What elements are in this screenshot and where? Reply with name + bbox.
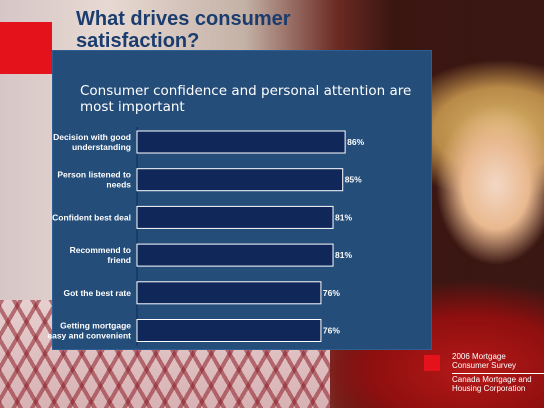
- value-label-0: 86%: [347, 137, 364, 147]
- bar-4: [136, 281, 322, 305]
- brand-red-square: [0, 22, 52, 74]
- value-label-4: 76%: [323, 288, 340, 298]
- bar-3: [136, 243, 334, 267]
- chart-subtitle: Consumer confidence and personal attenti…: [80, 83, 412, 115]
- slide-title: What drives consumer satisfaction?: [76, 8, 291, 52]
- source-red-square: [424, 355, 440, 371]
- category-label-5: Getting mortgage easy and convenient: [47, 321, 131, 341]
- value-label-5: 76%: [323, 326, 340, 336]
- source-note: 2006 Mortgage Consumer Survey Canada Mor…: [452, 352, 544, 393]
- value-label-3: 81%: [335, 250, 352, 260]
- bar-1: [136, 168, 344, 192]
- category-label-2: Confident best deal: [52, 212, 131, 222]
- value-label-1: 85%: [345, 175, 362, 185]
- bar-5: [136, 319, 322, 342]
- category-label-4: Got the best rate: [63, 288, 131, 298]
- category-label-0: Decision with good understanding: [53, 132, 131, 152]
- category-label-3: Recommend to friend: [70, 245, 131, 265]
- category-label-1: Person listened to needs: [57, 170, 131, 190]
- value-label-2: 81%: [335, 212, 352, 222]
- bar-2: [136, 205, 334, 229]
- source-organization: Canada Mortgage and Housing Corporation: [452, 373, 544, 393]
- bar-0: [136, 130, 346, 154]
- source-survey: 2006 Mortgage Consumer Survey: [452, 352, 517, 370]
